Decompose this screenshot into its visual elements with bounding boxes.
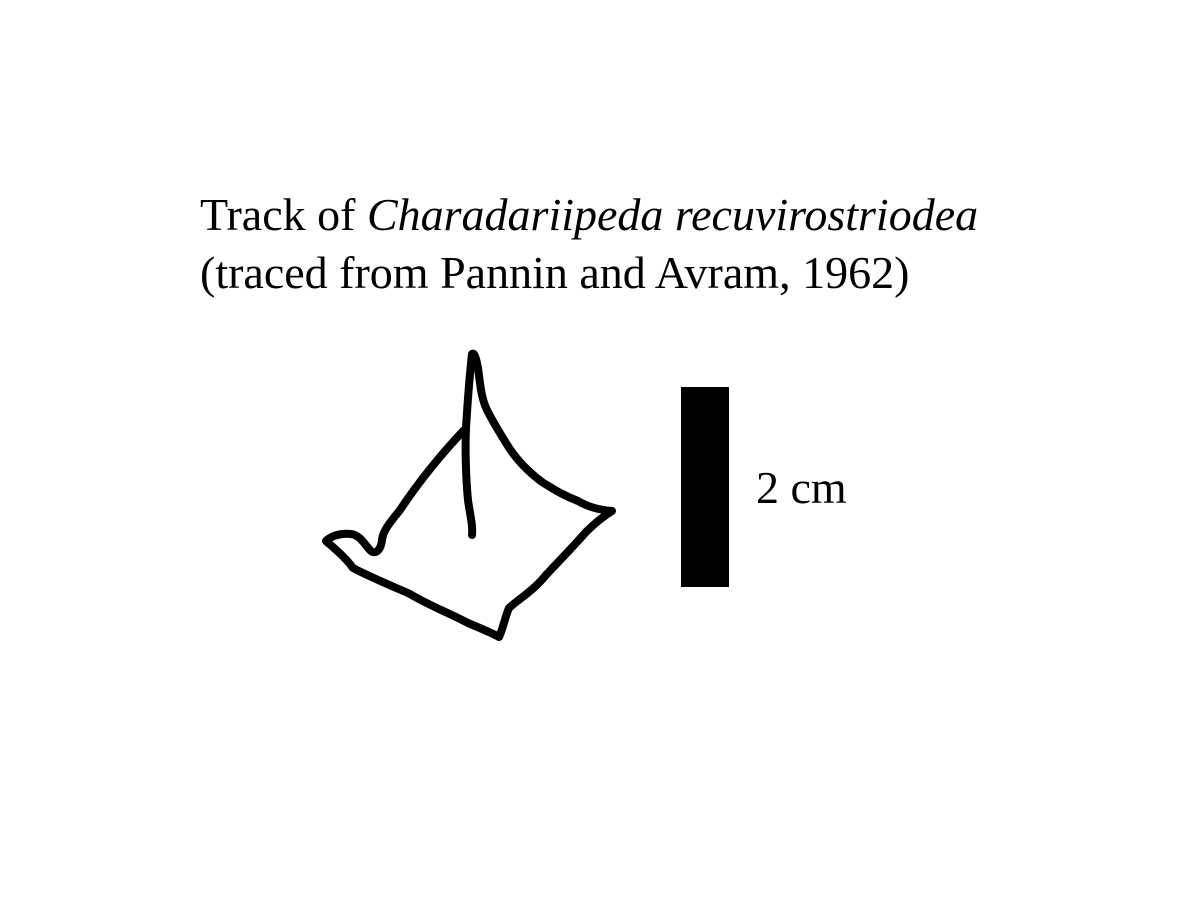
track-inner-digit (461, 424, 477, 539)
caption-prefix: Track of (200, 189, 367, 240)
caption-taxon-name: Charadariipeda recuvirostriodea (366, 189, 979, 240)
figure-caption: Track of Charadariipeda recuvirostriodea… (200, 186, 978, 302)
caption-line-2: (traced from Pannin and Avram, 1962) (200, 247, 910, 298)
caption-line-1: Track of Charadariipeda recuvirostriodea (200, 186, 978, 244)
scale-bar-label: 2 cm (756, 462, 847, 513)
footprint-track-drawing (322, 349, 616, 641)
scale-bar (681, 387, 729, 587)
track-outline (322, 349, 616, 641)
